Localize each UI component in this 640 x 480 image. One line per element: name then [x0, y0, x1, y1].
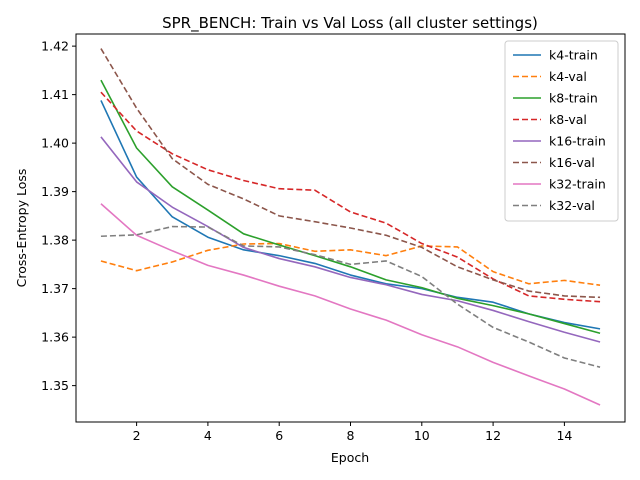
x-axis: 2 4 6 8 10 12 14	[133, 422, 572, 443]
legend-label-k16-val: k16-val	[549, 155, 595, 170]
y-tick-label: 1.37	[41, 281, 69, 296]
x-tick-label: 12	[485, 428, 501, 443]
legend-label-k32-val: k32-val	[549, 198, 595, 213]
plot-lines	[100, 48, 601, 406]
series-line-k32-train	[100, 203, 601, 406]
x-tick-label: 2	[133, 428, 141, 443]
legend-label-k32-train: k32-train	[549, 177, 606, 192]
y-tick-label: 1.36	[41, 330, 69, 345]
y-tick-label: 1.38	[41, 233, 69, 248]
series-line-k4-train	[100, 100, 601, 330]
y-tick-label: 1.35	[41, 378, 69, 393]
legend-label-k8-val: k8-val	[549, 112, 587, 127]
series-line-k8-val	[100, 91, 601, 303]
legend-label-k4-val: k4-val	[549, 69, 587, 84]
chart-title: SPR_BENCH: Train vs Val Loss (all cluste…	[162, 14, 538, 33]
y-tick-label: 1.42	[41, 39, 69, 54]
x-tick-label: 4	[204, 428, 212, 443]
series-line-k4-val	[100, 242, 601, 287]
y-tick-label: 1.41	[41, 87, 69, 102]
series-line-k32-val	[100, 225, 601, 368]
legend-label-k8-train: k8-train	[549, 91, 598, 106]
x-axis-title: Epoch	[331, 450, 369, 465]
x-tick-label: 6	[275, 428, 283, 443]
legend-label-k16-train: k16-train	[549, 134, 606, 149]
y-tick-label: 1.39	[41, 184, 69, 199]
series-line-k16-val	[100, 48, 601, 299]
legend-box	[504, 40, 619, 222]
series-line-k8-train	[100, 79, 601, 335]
y-tick-label: 1.40	[41, 136, 69, 151]
legend: k4-train k4-val k8-train k8-val k16-train k16…	[504, 40, 619, 222]
legend-label-k4-train: k4-train	[549, 48, 598, 63]
series-line-k16-train	[100, 136, 601, 343]
x-tick-label: 8	[347, 428, 355, 443]
y-axis-title: Cross-Entropy Loss	[14, 169, 29, 288]
y-axis: 1.35 1.36 1.37 1.38 1.39 1.40 1.41 1.42	[41, 39, 76, 393]
x-tick-label: 10	[414, 428, 430, 443]
x-tick-label: 14	[556, 428, 572, 443]
